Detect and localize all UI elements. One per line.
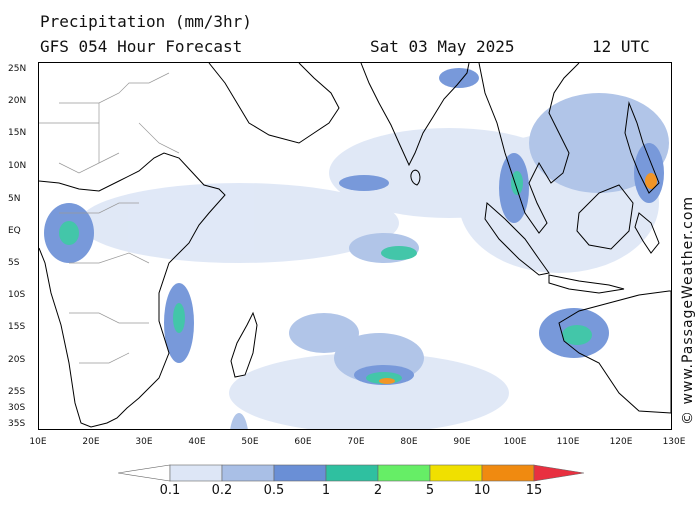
lon-label: 120E — [609, 437, 633, 447]
lon-label: 110E — [556, 437, 580, 447]
lat-label: 25N — [8, 64, 27, 74]
map-canvas — [39, 63, 671, 429]
lat-label: EQ — [8, 226, 21, 236]
madagascar-coastline — [230, 311, 258, 378]
legend-label: 5 — [425, 483, 435, 498]
java-coastline — [548, 274, 625, 294]
legend-swatch-2 — [221, 464, 275, 482]
legend-label: 1 — [321, 483, 331, 498]
lon-label: 40E — [188, 437, 206, 447]
arabia-coastline — [208, 63, 340, 144]
lat-label: 20S — [8, 355, 26, 365]
sulawesi-coastline — [634, 212, 660, 254]
australia-coastline — [558, 290, 671, 414]
lat-label: 10S — [8, 290, 26, 300]
legend-swatch-6 — [429, 464, 483, 482]
lon-label: 30E — [135, 437, 153, 447]
legend-swatch-8 — [533, 464, 584, 482]
sumatra-coastline — [484, 201, 550, 276]
indochina-coastline — [478, 63, 580, 234]
lat-label: 5N — [8, 194, 21, 204]
precipitation-map — [38, 62, 672, 430]
borneo-coastline — [576, 184, 634, 250]
philippines-coastline — [624, 101, 660, 194]
legend-swatch-4 — [325, 464, 379, 482]
lon-label: 60E — [294, 437, 312, 447]
srilanka-coastline — [410, 169, 421, 186]
country-borders — [39, 72, 180, 364]
lat-label: 5S — [8, 258, 20, 268]
precip-layer — [44, 68, 669, 429]
africa-coastline — [39, 152, 226, 428]
lon-label: 100E — [503, 437, 527, 447]
coastlines — [39, 63, 671, 428]
lat-label: 30S — [8, 403, 26, 413]
lon-label: 10E — [29, 437, 47, 447]
lat-label: 15S — [8, 322, 26, 332]
lon-label: 20E — [82, 437, 100, 447]
credit-text: © www.PassageWeather.com — [680, 195, 696, 425]
lat-label: 15N — [8, 128, 27, 138]
legend-swatch-1 — [169, 464, 223, 482]
forecast-date: Sat 03 May 2025 — [370, 37, 515, 56]
lat-label: 10N — [8, 161, 27, 171]
lat-label: 20N — [8, 96, 27, 106]
title-line-2: GFS 054 Hour Forecast — [40, 37, 243, 56]
precip-legend — [118, 464, 584, 482]
lat-label: 25S — [8, 387, 26, 397]
legend-swatch-3 — [273, 464, 327, 482]
lon-label: 90E — [453, 437, 471, 447]
forecast-time: 12 UTC — [592, 37, 650, 56]
legend-label: 15 — [525, 483, 543, 498]
title-line-1: Precipitation (mm/3hr) — [40, 12, 252, 31]
legend-label: 2 — [373, 483, 383, 498]
lat-label: 35S — [8, 419, 26, 429]
legend-label: 10 — [473, 483, 491, 498]
india-coastline — [360, 63, 470, 167]
lon-label: 50E — [241, 437, 259, 447]
legend-label: 0.1 — [159, 483, 181, 498]
lon-label: 70E — [347, 437, 365, 447]
legend-swatch-5 — [377, 464, 431, 482]
legend-swatch-0 — [118, 464, 171, 482]
legend-label: 0.5 — [263, 483, 285, 498]
lon-label: 80E — [400, 437, 418, 447]
legend-label: 0.2 — [211, 483, 233, 498]
legend-swatch-7 — [481, 464, 535, 482]
lon-label: 130E — [662, 437, 686, 447]
